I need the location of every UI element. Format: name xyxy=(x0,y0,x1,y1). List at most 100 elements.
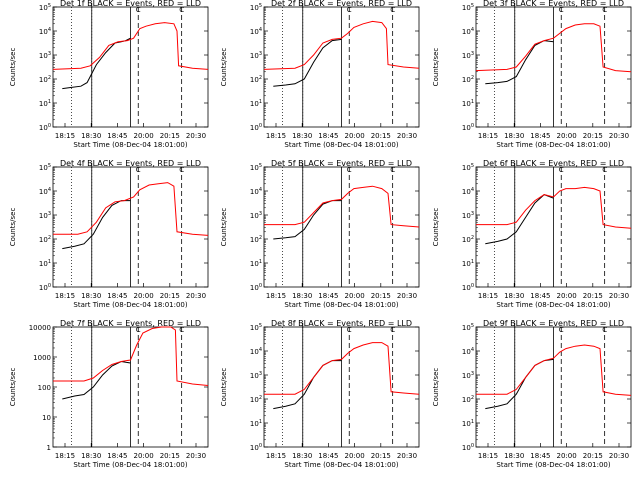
y-tick-exponent: 5 xyxy=(48,163,51,169)
top-marker-label: C xyxy=(179,6,184,14)
y-tick-label: 1 xyxy=(47,444,51,452)
y-tick-label: 104 xyxy=(462,27,474,36)
x-tick-label: 18:45 xyxy=(530,292,550,300)
y-tick-label: 100 xyxy=(39,123,51,132)
y-tick-label: 104 xyxy=(39,187,51,196)
x-tick-label: 20:30 xyxy=(397,132,417,140)
x-axis-label: Start Time (08-Dec-04 18:01:00) xyxy=(284,301,398,309)
y-tick-label: 102 xyxy=(250,235,262,244)
chart-panel: Det 4f BLACK = Events, RED = LLD10010110… xyxy=(9,159,209,309)
x-tick-label: 20:30 xyxy=(609,132,629,140)
top-marker-label: C xyxy=(559,166,564,174)
series-events-black xyxy=(62,37,131,90)
y-tick-label: 101 xyxy=(462,99,474,108)
y-tick-label: 105 xyxy=(250,323,262,332)
y-tick-label: 103 xyxy=(250,371,262,380)
y-tick-exponent: 2 xyxy=(48,235,51,241)
y-tick-label: 104 xyxy=(462,187,474,196)
y-tick-label: 104 xyxy=(250,347,262,356)
y-tick-label: 102 xyxy=(250,395,262,404)
x-axis-label: Start Time (08-Dec-04 18:01:00) xyxy=(496,461,610,469)
top-marker-label: C xyxy=(602,6,607,14)
chart-title: Det 4f BLACK = Events, RED = LLD xyxy=(60,159,201,168)
series-lld-red xyxy=(475,23,632,73)
top-marker-label: C xyxy=(602,166,607,174)
x-tick-label: 18:45 xyxy=(107,132,127,140)
chart-title: Det 5f BLACK = Events, RED = LLD xyxy=(271,159,412,168)
x-tick-label: 20:00 xyxy=(134,292,154,300)
y-axis-label: Counts/sec xyxy=(432,368,440,407)
x-tick-label: 18:15 xyxy=(478,452,498,460)
series-lld-red xyxy=(264,185,420,228)
x-tick-label: 18:45 xyxy=(530,452,550,460)
x-tick-label: 20:15 xyxy=(583,292,603,300)
y-tick-exponent: 3 xyxy=(48,211,51,217)
x-tick-label: 18:45 xyxy=(318,292,338,300)
y-tick-label: 104 xyxy=(39,27,51,36)
y-tick-exponent: 3 xyxy=(259,211,262,217)
y-tick-exponent: 1 xyxy=(259,259,262,265)
y-tick-label: 10000 xyxy=(29,324,51,332)
x-tick-label: 18:30 xyxy=(292,452,312,460)
chart-title: Det 9f BLACK = Events, RED = LLD xyxy=(483,319,624,328)
x-tick-label: 20:00 xyxy=(134,452,154,460)
top-marker-label: C xyxy=(559,326,564,334)
y-tick-label: 105 xyxy=(39,3,51,12)
x-tick-label: 20:30 xyxy=(186,132,206,140)
y-tick-label: 102 xyxy=(39,75,51,84)
top-marker-label: C xyxy=(390,166,395,174)
y-tick-label: 105 xyxy=(462,163,474,172)
y-tick-label: 101 xyxy=(462,259,474,268)
y-tick-exponent: 2 xyxy=(471,75,474,81)
x-tick-label: 20:00 xyxy=(345,452,365,460)
y-tick-label: 105 xyxy=(39,163,51,172)
series-lld-red xyxy=(53,326,209,386)
y-tick-label: 104 xyxy=(250,187,262,196)
series-lld-red xyxy=(53,182,209,236)
x-tick-label: 18:15 xyxy=(266,132,286,140)
series-lld-red xyxy=(263,20,420,70)
series-lld-red xyxy=(476,344,632,396)
y-tick-exponent: 3 xyxy=(471,371,474,377)
y-axis-label: Counts/sec xyxy=(220,368,228,407)
x-tick-label: 18:15 xyxy=(55,292,75,300)
y-tick-exponent: 3 xyxy=(48,51,51,57)
y-tick-label: 1000 xyxy=(33,354,51,362)
x-tick-label: 18:30 xyxy=(292,132,312,140)
x-axis-label: Start Time (08-Dec-04 18:01:00) xyxy=(496,301,610,309)
x-axis-label: Start Time (08-Dec-04 18:01:00) xyxy=(73,141,187,149)
y-tick-exponent: 1 xyxy=(48,99,51,105)
x-tick-label: 18:45 xyxy=(107,292,127,300)
series-lld-red xyxy=(52,22,209,70)
y-tick-label: 101 xyxy=(39,259,51,268)
y-tick-label: 101 xyxy=(250,259,262,268)
chart-panel: Det 8f BLACK = Events, RED = LLD10010110… xyxy=(220,319,420,469)
x-axis-label: Start Time (08-Dec-04 18:01:00) xyxy=(73,461,187,469)
y-axis-label: Counts/sec xyxy=(220,48,228,87)
x-tick-label: 20:00 xyxy=(557,292,577,300)
series-events-black xyxy=(485,358,554,410)
y-tick-label: 100 xyxy=(250,283,262,292)
x-axis-label: Start Time (08-Dec-04 18:01:00) xyxy=(496,141,610,149)
chart-panel: Det 1f BLACK = Events, RED = LLD10010110… xyxy=(9,0,209,149)
y-tick-exponent: 4 xyxy=(471,187,474,193)
x-tick-label: 18:45 xyxy=(530,132,550,140)
y-axis-label: Counts/sec xyxy=(432,48,440,87)
top-marker-label: C xyxy=(390,6,395,14)
top-marker-label: C xyxy=(347,326,352,334)
top-marker-label: C xyxy=(179,166,184,174)
x-tick-label: 20:15 xyxy=(160,452,180,460)
chart-title: Det 3f BLACK = Events, RED = LLD xyxy=(483,0,624,8)
series-events-black xyxy=(273,38,342,87)
x-tick-label: 18:30 xyxy=(504,132,524,140)
y-tick-exponent: 3 xyxy=(259,371,262,377)
y-tick-exponent: 3 xyxy=(471,211,474,217)
y-tick-label: 100 xyxy=(250,123,262,132)
y-tick-label: 103 xyxy=(462,51,474,60)
top-marker-label: C xyxy=(136,6,141,14)
x-axis-label: Start Time (08-Dec-04 18:01:00) xyxy=(284,141,398,149)
y-tick-exponent: 2 xyxy=(471,235,474,241)
chart-title: Det 6f BLACK = Events, RED = LLD xyxy=(483,159,624,168)
y-tick-exponent: 1 xyxy=(471,99,474,105)
y-tick-exponent: 5 xyxy=(471,323,474,329)
